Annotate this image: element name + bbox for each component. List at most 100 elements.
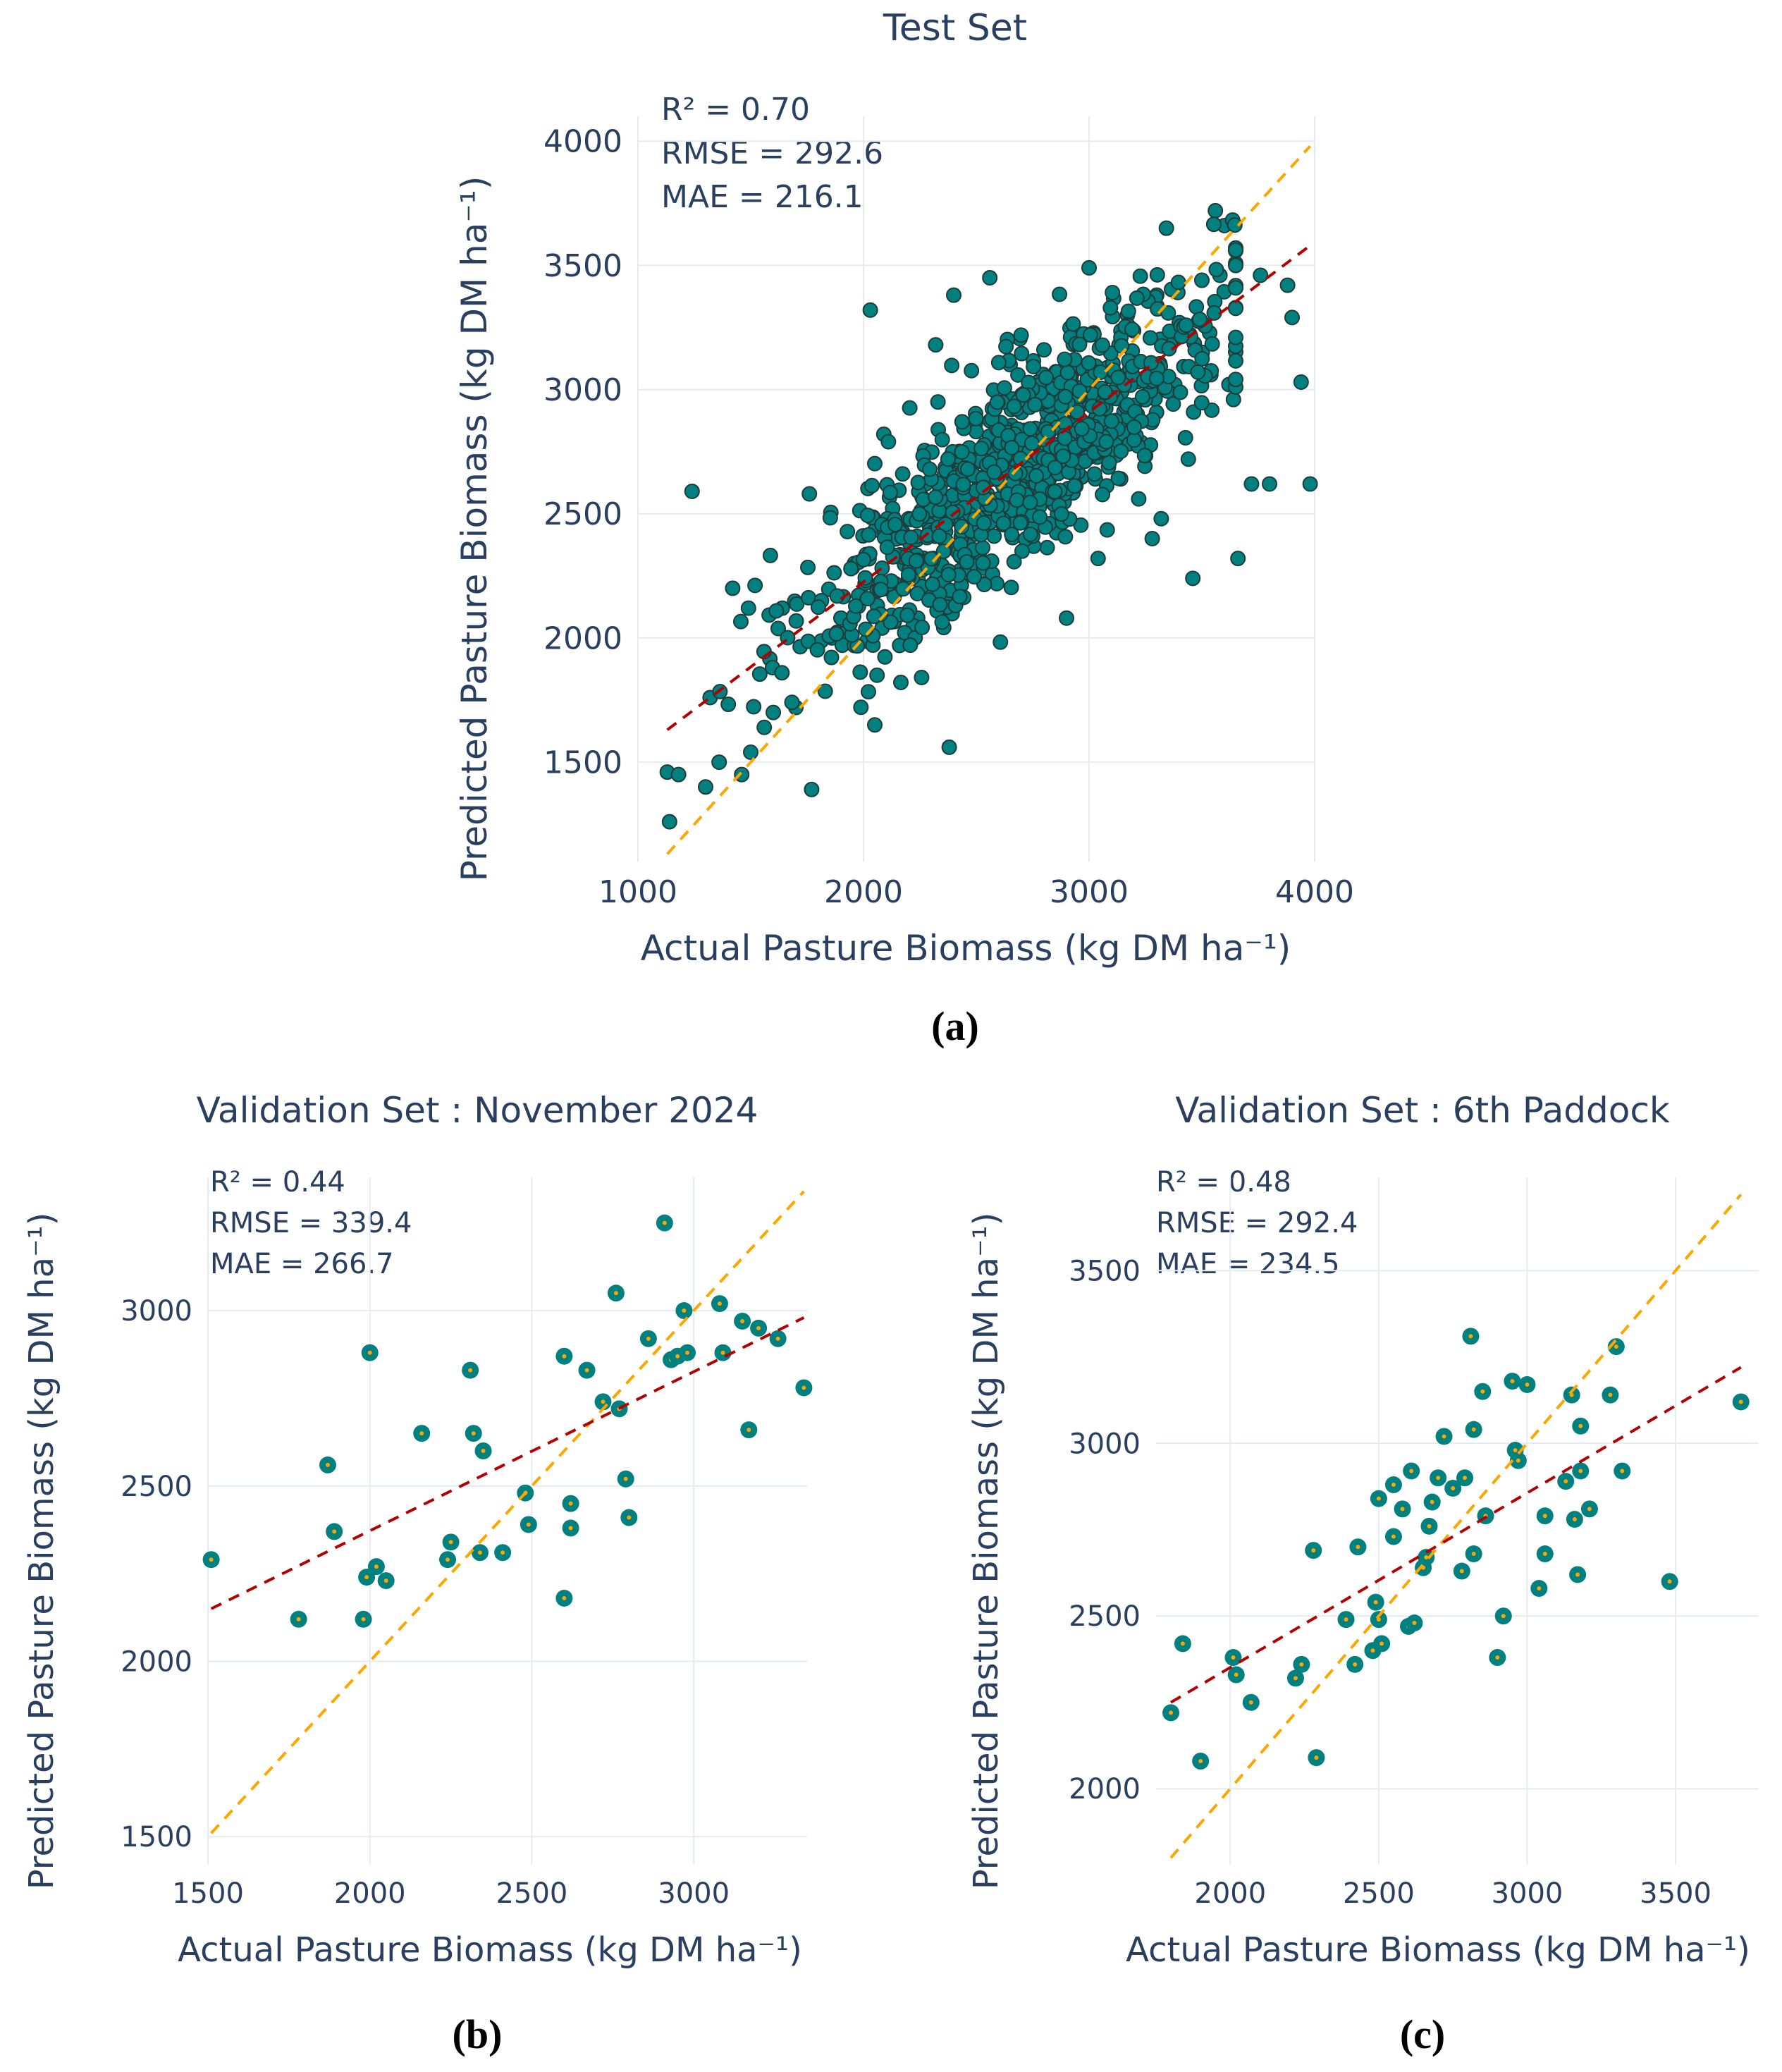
- data-point-center: [1525, 1382, 1530, 1387]
- data-point: [995, 515, 1012, 532]
- chart-title-a: Test Set: [883, 7, 1027, 49]
- data-point: [1003, 580, 1019, 596]
- data-point-center: [613, 1291, 618, 1296]
- data-point: [1057, 351, 1073, 367]
- data-point: [1293, 374, 1309, 390]
- data-point-center: [1542, 1514, 1547, 1519]
- data-point: [1208, 262, 1224, 278]
- data-point: [762, 547, 778, 563]
- data-point: [1124, 321, 1141, 338]
- data-point: [921, 461, 938, 477]
- data-point: [733, 613, 749, 630]
- data-point-center: [1480, 1389, 1485, 1394]
- data-point: [1110, 470, 1126, 486]
- data-point: [1022, 494, 1038, 510]
- data-point-center: [471, 1431, 476, 1436]
- data-point: [993, 634, 1009, 650]
- data-point: [869, 667, 885, 683]
- data-point-center: [1572, 1517, 1577, 1522]
- data-point-center: [1468, 1334, 1473, 1339]
- data-point: [900, 567, 916, 583]
- data-point: [1114, 338, 1130, 354]
- data-point: [914, 670, 930, 686]
- data-point: [883, 614, 899, 630]
- data-point: [989, 394, 1005, 410]
- data-point: [1126, 419, 1142, 435]
- data-point-center: [1353, 1662, 1358, 1667]
- data-point: [954, 444, 970, 460]
- data-point: [817, 683, 833, 699]
- y-tick-label: 3000: [121, 1295, 192, 1328]
- metric-r2-a: R² = 0.70: [661, 92, 810, 128]
- data-point-center: [627, 1515, 632, 1520]
- data-point: [1057, 529, 1074, 545]
- y-tick-label: 2500: [543, 496, 622, 532]
- data-point: [1014, 345, 1030, 362]
- data-point-center: [584, 1368, 589, 1373]
- data-point: [852, 664, 868, 680]
- data-point: [1012, 515, 1028, 531]
- data-point: [1253, 267, 1269, 283]
- x-tick-label: 2000: [824, 874, 903, 910]
- data-point-center: [662, 1220, 667, 1225]
- data-point-center: [1501, 1614, 1506, 1619]
- identity-line: [666, 145, 1312, 855]
- data-point: [909, 586, 926, 602]
- data-point: [743, 744, 758, 760]
- y-tick-label: 4000: [543, 124, 622, 160]
- data-point: [768, 603, 785, 619]
- data-point: [1126, 432, 1142, 448]
- data-point: [1026, 358, 1042, 374]
- data-point: [1102, 300, 1119, 316]
- data-point: [954, 519, 970, 535]
- x-axis-label-c: Actual Pasture Biomass (kg DM ha⁻¹): [1126, 1930, 1750, 1970]
- data-point-center: [1391, 1534, 1396, 1539]
- data-point: [1105, 284, 1121, 300]
- data-point-center: [526, 1522, 531, 1527]
- data-point-center: [568, 1526, 573, 1531]
- data-point: [1097, 384, 1113, 400]
- regression-line: [666, 244, 1311, 731]
- data-point: [746, 699, 762, 715]
- data-point: [1055, 448, 1071, 465]
- y-tick-label: 2000: [121, 1645, 192, 1678]
- x-tick-label: 3000: [658, 1877, 730, 1910]
- data-point: [1205, 216, 1222, 233]
- data-point: [1047, 460, 1063, 476]
- data-point-center: [364, 1575, 369, 1580]
- data-point: [1134, 388, 1150, 405]
- data-point: [840, 523, 856, 539]
- y-tick-label: 2000: [543, 620, 622, 656]
- data-point: [996, 380, 1012, 396]
- data-point: [1230, 551, 1246, 567]
- data-point: [1039, 539, 1055, 556]
- data-point: [1178, 317, 1194, 333]
- data-point-center: [685, 1350, 689, 1355]
- data-point: [725, 580, 741, 596]
- regression-line: [1170, 1366, 1742, 1704]
- data-point: [879, 539, 895, 556]
- data-point: [1009, 492, 1025, 508]
- x-tick-label: 1000: [598, 874, 677, 910]
- data-point: [1227, 217, 1243, 233]
- data-point: [1015, 387, 1031, 403]
- data-point: [902, 400, 918, 416]
- data-point-center: [361, 1617, 366, 1622]
- data-point: [862, 302, 878, 318]
- data-point: [1006, 553, 1022, 570]
- data-point: [1262, 476, 1277, 492]
- data-point: [928, 489, 944, 505]
- data-point: [940, 451, 956, 467]
- data-point: [1074, 421, 1090, 437]
- data-point: [784, 694, 800, 711]
- data-point: [828, 626, 844, 642]
- data-point: [1095, 486, 1111, 503]
- data-point-center: [1495, 1655, 1500, 1660]
- data-point: [877, 649, 893, 665]
- data-point: [1148, 370, 1165, 386]
- data-point: [940, 567, 957, 583]
- data-point-center: [1234, 1672, 1239, 1677]
- data-point: [915, 491, 931, 508]
- panel-label-c: (c): [1400, 2011, 1445, 2057]
- data-point: [1302, 476, 1318, 492]
